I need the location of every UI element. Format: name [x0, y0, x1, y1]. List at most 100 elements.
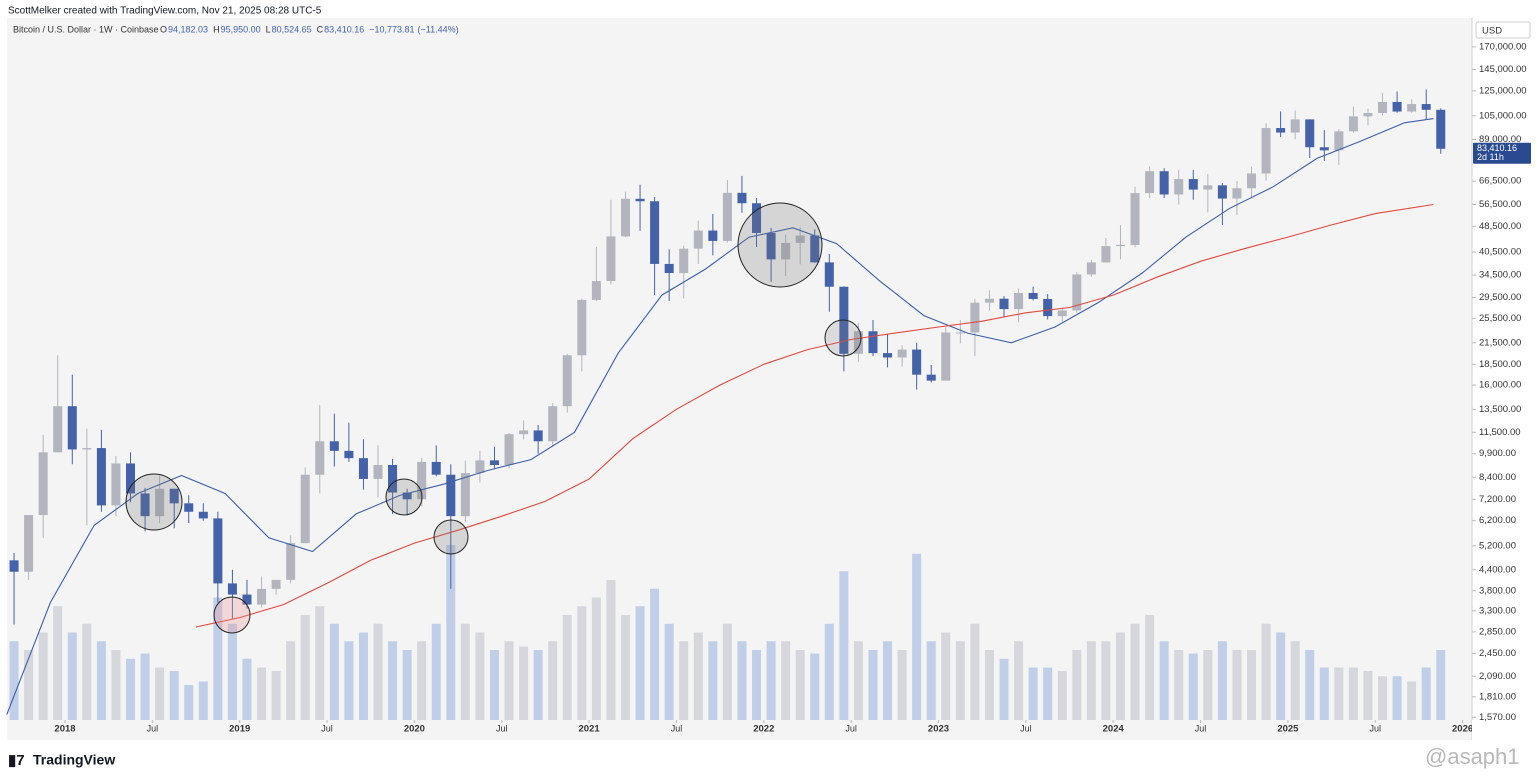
candle-body — [519, 430, 529, 435]
candle-body — [1421, 104, 1431, 110]
y-tick-label: 7,200.00 — [1479, 494, 1516, 505]
volume-bar — [1378, 676, 1388, 720]
volume-bar — [955, 641, 965, 720]
candle-body — [926, 374, 936, 381]
candle-body — [125, 463, 136, 494]
candle-body — [344, 450, 354, 459]
last-price-label: 83,410.16 — [1477, 143, 1517, 153]
y-tick-label: 4,400.00 — [1479, 564, 1516, 575]
y-tick-label: 1,570.00 — [1479, 712, 1516, 723]
candle-body — [868, 331, 878, 354]
y-tick-label: 16,000.00 — [1479, 380, 1521, 391]
candle-body — [82, 448, 92, 450]
volume-bar — [853, 641, 863, 720]
candle-body — [562, 355, 572, 407]
volume-bar — [1188, 653, 1198, 720]
volume-bar — [373, 623, 383, 720]
volume-bar — [82, 623, 92, 720]
candle-body — [955, 332, 965, 334]
volume-bar — [620, 615, 631, 720]
candle-body — [752, 203, 762, 233]
y-tick-label: 18,500.00 — [1479, 359, 1521, 370]
candle-body — [67, 406, 77, 450]
candle-body — [300, 474, 310, 544]
candle-body — [388, 465, 398, 493]
volume-bar — [664, 623, 674, 720]
candle-body — [722, 192, 732, 241]
countdown-label: 2d 11h — [1477, 152, 1504, 162]
annotations — [125, 202, 862, 634]
candle-body — [96, 448, 106, 506]
candle-body — [897, 349, 907, 358]
volume-bar — [286, 641, 296, 720]
volume-bar — [1101, 641, 1111, 720]
x-tick-label: Jul — [1195, 723, 1207, 733]
currency-label: USD — [1482, 26, 1502, 37]
volume-bar — [1115, 632, 1125, 720]
ohlc-key: L — [266, 24, 271, 34]
candle-body — [24, 515, 34, 572]
volume-bar — [9, 641, 19, 720]
ohlc-key: C — [317, 24, 324, 34]
candle-body — [169, 488, 179, 504]
candle-body — [1130, 193, 1140, 245]
candle-body — [824, 262, 834, 287]
candle-body — [358, 458, 368, 479]
volume-bar — [941, 632, 951, 720]
ohlc-key: H — [213, 24, 220, 34]
ohlc-value: 95,950.00 — [221, 24, 261, 34]
ohlc-key: O — [160, 24, 167, 34]
volume-bar — [489, 650, 499, 720]
candle-body — [984, 298, 994, 303]
candle-body — [489, 460, 499, 466]
volume-bar — [737, 641, 747, 720]
volume-bar — [184, 685, 194, 720]
y-tick-label: 9,900.00 — [1479, 448, 1516, 459]
volume-bar — [446, 545, 456, 720]
candle-body — [242, 594, 252, 605]
candle-body — [315, 441, 325, 475]
candle-body — [708, 230, 718, 241]
circle-annotation — [737, 202, 823, 288]
x-tick-label: 2025 — [1277, 724, 1299, 735]
volume-bar — [358, 632, 368, 720]
candle-body — [1028, 292, 1038, 299]
volume-bar — [257, 667, 267, 720]
candle-body — [1072, 274, 1082, 311]
volume-bar — [1334, 667, 1344, 720]
volume-bar — [519, 646, 529, 720]
volume-bar — [1276, 632, 1286, 720]
volume-bar — [810, 653, 820, 720]
candle-body — [1159, 171, 1169, 195]
volume-bar — [984, 650, 994, 720]
candle-body — [1261, 128, 1271, 174]
candle-body — [1363, 112, 1373, 117]
volume-bar — [693, 632, 703, 720]
candle-body — [198, 511, 208, 519]
candle-body — [883, 353, 893, 358]
volume-bar — [1392, 676, 1402, 720]
x-tick-label: 2026 — [1452, 724, 1473, 735]
candle-body — [38, 452, 48, 516]
candle-body — [1319, 147, 1329, 151]
volume-bar — [1261, 623, 1271, 720]
y-tick-label: 40,500.00 — [1479, 247, 1521, 258]
volume-bar — [883, 641, 893, 720]
candle-body — [679, 248, 689, 274]
y-tick-label: 25,500.00 — [1479, 313, 1521, 324]
volume-bar — [1217, 641, 1227, 720]
y-tick-label: 125,000.00 — [1479, 85, 1527, 96]
y-tick-label: 11,500.00 — [1479, 427, 1521, 438]
volume-bar — [824, 623, 834, 720]
volume-bar — [198, 681, 208, 720]
volume-bar — [1363, 671, 1373, 720]
candle-body — [1305, 119, 1315, 148]
last-price-tag — [1473, 142, 1531, 164]
candle-body — [1232, 188, 1242, 199]
candle-body — [1014, 292, 1024, 310]
volume-bar — [562, 615, 572, 720]
volume-bar — [577, 606, 587, 720]
volume-bar — [53, 606, 63, 720]
candle-body — [1057, 310, 1067, 317]
moving-average-line — [6, 118, 1434, 715]
